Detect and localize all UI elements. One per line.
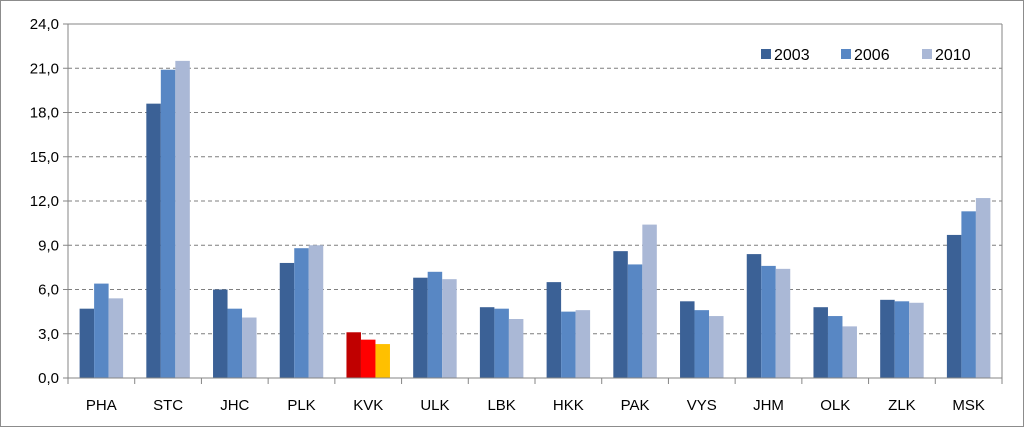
y-tick-label: 15,0 [30,149,59,166]
bar-pha-2006 [94,283,109,378]
bar-ulk-2010 [442,279,457,378]
bar-jhm-2003 [746,254,762,378]
x-tick-label: OLK [820,397,850,414]
bar-pha-2003 [79,308,95,378]
bar-plk-2003 [279,262,295,378]
y-tick-label: 3,0 [38,326,59,343]
x-tick-label: JHM [753,397,784,414]
bar-ulk-2003 [413,277,428,378]
y-tick-label: 12,0 [30,193,59,210]
bar-pak-2006 [627,264,643,378]
bar-jhc-2006 [227,308,243,378]
x-tick-label: JHC [220,397,249,414]
bar-olk-2006 [827,316,843,378]
bar-zlk-2006 [894,301,910,378]
x-tick-label: HKK [553,397,584,414]
bar-hkk-2010 [575,310,591,378]
bar-zlk-2010 [909,302,924,378]
legend: 2003 2006 2010 [761,47,971,64]
y-tick-label: 18,0 [30,105,59,122]
bar-lbk-2003 [479,307,495,378]
bar-stc-2010 [175,60,190,378]
x-tick-label: ZLK [888,397,916,414]
bar-hkk-2006 [561,311,576,378]
bar-vys-2010 [709,316,724,378]
legend-swatch-2006 [841,49,851,59]
x-tick-label: ULK [420,397,449,414]
bars [79,60,991,379]
bar-msk-2003 [946,234,962,378]
bar-jhm-2010 [775,268,791,378]
y-tick-label: 0,0 [38,370,59,387]
bar-hkk-2003 [546,282,562,378]
bar-vys-2006 [694,310,710,378]
axes: 0,0 3,0 6,0 9,0 12,0 15,0 18,0 21,0 24,0 PHA STC JH… [30,16,1003,414]
y-tick-label: 21,0 [30,60,59,77]
x-tick-label: VYS [687,397,717,414]
y-tick-label: 9,0 [38,237,59,254]
bar-msk-2006 [961,211,976,378]
bar-jhc-2003 [213,289,228,378]
legend-label-2006: 2006 [854,47,890,64]
bar-zlk-2003 [880,299,895,378]
legend-swatch-2003 [761,49,771,59]
legend-label-2010: 2010 [935,47,971,64]
x-tick-label: STC [153,397,183,414]
bar-stc-2003 [146,103,161,379]
y-tick-label: 6,0 [38,282,59,299]
legend-label-2003: 2003 [774,47,810,64]
bar-olk-2003 [813,307,828,378]
bar-plk-2006 [294,248,309,378]
bar-olk-2010 [842,326,857,378]
bar-ulk-2006 [427,271,443,378]
x-tick-label: MSK [952,397,985,414]
y-tick-label: 24,0 [30,16,59,33]
bar-lbk-2006 [494,308,509,378]
x-tick-label: KVK [353,397,383,414]
x-tick-label: PAK [621,397,650,414]
bar-lbk-2010 [508,319,524,378]
bar-jhc-2010 [242,317,257,378]
bar-kvk-2006 [360,339,376,378]
bar-vys-2003 [680,301,695,378]
bar-plk-2010 [308,245,324,378]
x-tick-label: PLK [287,397,315,414]
bar-pak-2010 [642,224,657,378]
bar-kvk-2010 [375,344,390,378]
bar-jhm-2006 [761,265,776,378]
bar-kvk-2003 [346,332,361,378]
x-tick-label: PHA [86,397,117,414]
bar-pha-2010 [108,298,124,378]
bar-msk-2010 [975,198,991,378]
grid-lines [68,23,1002,335]
bar-pak-2003 [613,251,628,378]
legend-swatch-2010 [922,49,932,59]
bar-stc-2006 [160,69,176,378]
x-tick-label: LBK [487,397,515,414]
